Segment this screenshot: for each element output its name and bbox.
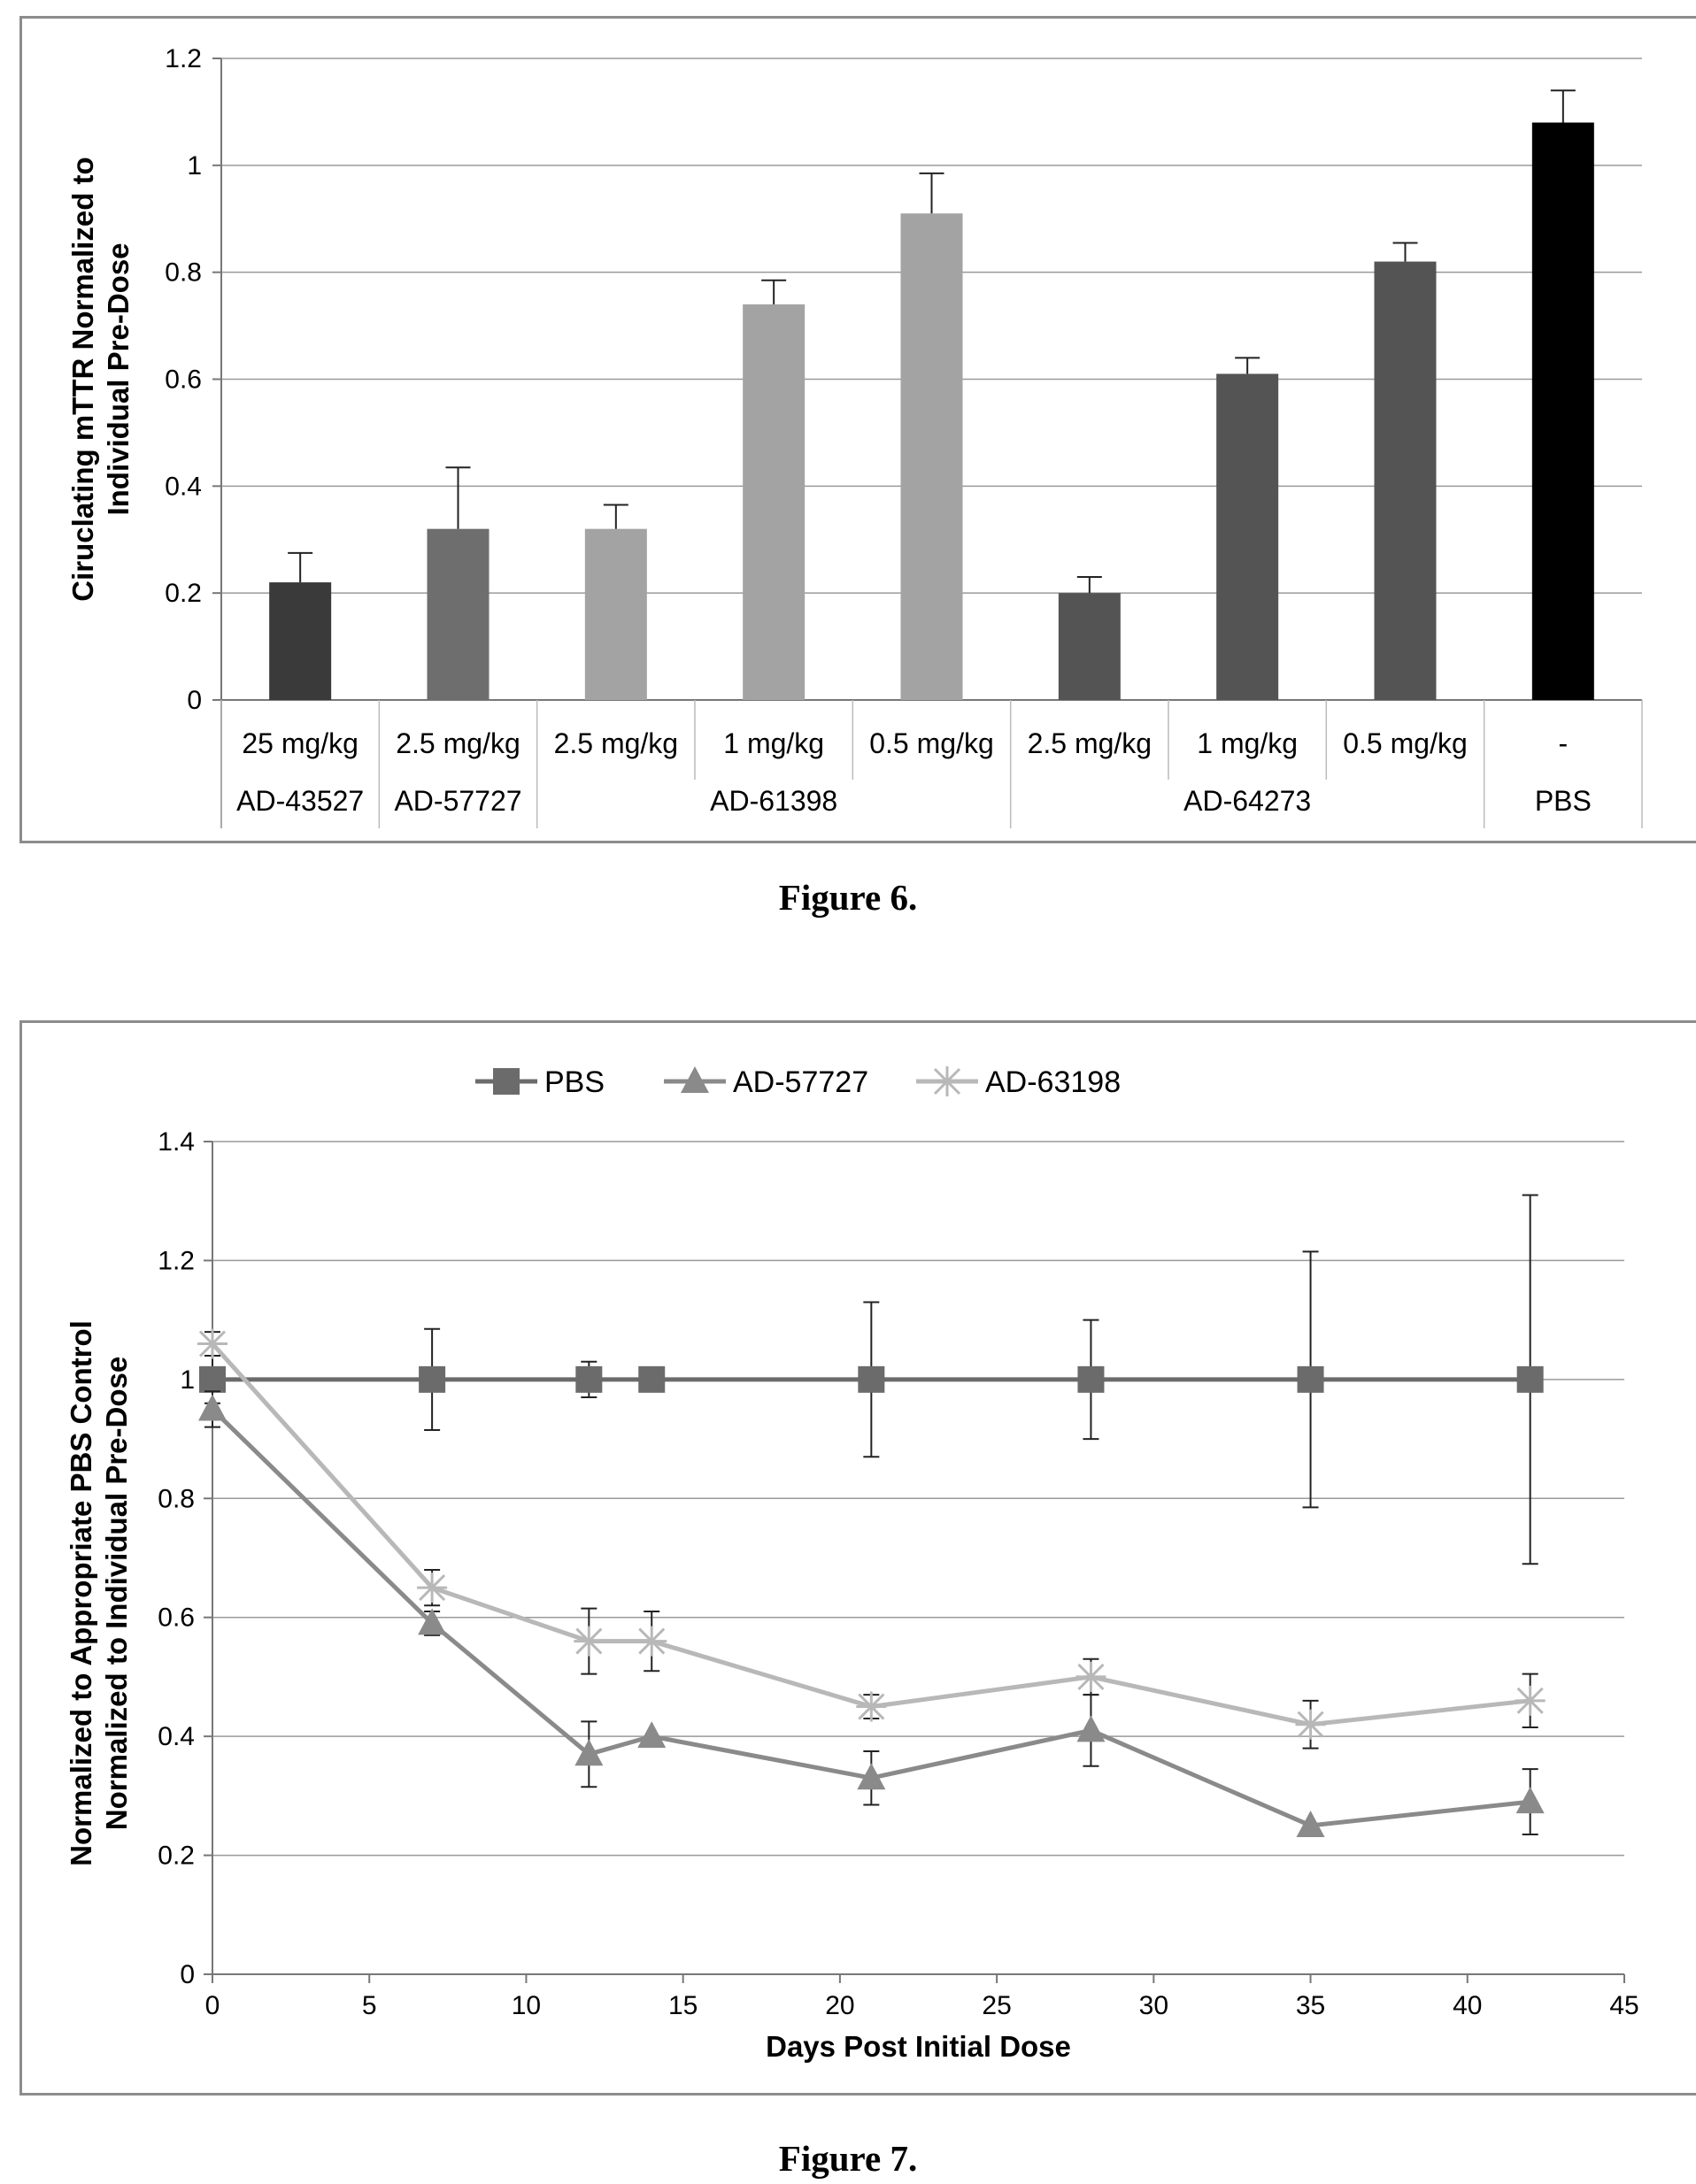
y-tick-label: 1 [187,151,202,181]
data-point [1297,1365,1324,1393]
bar [269,582,332,700]
data-point [197,1328,227,1359]
data-point [638,1365,666,1393]
bar [1058,593,1121,700]
bar [900,213,963,701]
bar [743,304,806,700]
series-line [211,1407,1530,1828]
data-point [637,1721,667,1749]
x-tick-label: 15 [668,1991,698,2020]
group-label: AD-64273 [1183,785,1311,817]
legend-label: AD-63198 [985,1065,1121,1099]
category-label: 0.5 mg/kg [1343,727,1468,759]
y-tick-label: 0 [187,686,202,715]
figure-7-line-chart: 0 0.2 0.4 0.6 0.8 1 1.2 1.4 0 5 10 15 20 25 30 35 40 45 PB… [65,1065,1639,2063]
data-point [856,1691,887,1722]
y-tick-label: 0.4 [158,1722,195,1751]
y-axis-title: Ciruclating mTTR Normalized toIndividual… [66,157,135,601]
data-point [1077,1365,1105,1393]
y-tick-label: 0.2 [158,1842,195,1871]
figure-7-chart: 0 0.2 0.4 0.6 0.8 1 1.2 1.4 0 5 10 15 20 25 30 35 40 45 PB… [19,1020,1696,2096]
category-label: 2.5 mg/kg [1028,727,1153,759]
data-point [199,1365,226,1393]
category-label: - [1559,727,1569,759]
y-tick-label: 0 [180,1960,195,1989]
category-label: 1 mg/kg [1197,727,1298,759]
y-tick-label: 0.8 [165,258,202,288]
x-tick-label: 10 [512,1991,541,2020]
data-point [857,1763,886,1790]
legend-marker [932,1066,962,1096]
data-point [574,1626,605,1657]
data-point [1295,1709,1326,1740]
group-label: PBS [1535,785,1592,817]
data-point [636,1626,667,1657]
x-tick-label: 0 [205,1991,220,2020]
category-label: 2.5 mg/kg [554,727,679,759]
category-label: 25 mg/kg [242,727,358,759]
x-tick-label: 45 [1609,1991,1638,2020]
category-label: 2.5 mg/kg [396,727,520,759]
legend-label: PBS [544,1065,605,1099]
y-axis-title: Normalized to Appropriate PBS ControlNor… [65,1320,133,1866]
category-label: 0.5 mg/kg [869,727,994,759]
data-point [1296,1810,1325,1837]
data-point [1076,1715,1106,1742]
y-tick-label: 0.6 [165,365,202,395]
bar [1374,261,1437,700]
bar [427,528,490,700]
group-label: AD-43527 [236,785,364,817]
figure-6-caption: Figure 6. [778,877,918,918]
figure-6-chart: 0 0.2 0.4 0.6 0.8 1 1.2 AD-43527 AD-57727 AD-6139… [19,16,1696,843]
data-point [1516,1365,1544,1393]
x-tick-label: 20 [825,1991,854,2020]
data-point [574,1739,604,1766]
legend-marker [493,1068,520,1095]
x-tick-label: 5 [362,1991,377,2020]
y-tick-label: 1.2 [165,44,202,73]
legend-label: AD-57727 [733,1065,868,1099]
data-point [418,1608,447,1635]
x-tick-label: 25 [982,1991,1011,2020]
data-point [575,1365,603,1393]
y-tick-label: 0.2 [165,579,202,608]
data-point [198,1394,227,1421]
legend-marker [681,1066,709,1093]
bar [584,528,647,700]
y-tick-label: 1.4 [158,1127,195,1157]
category-label: 1 mg/kg [723,727,824,759]
bar [1531,122,1594,700]
y-tick-label: 1 [180,1365,195,1395]
data-point [1075,1661,1106,1692]
data-point [1515,1685,1546,1716]
x-axis-title: Days Post Initial Dose [766,2030,1071,2063]
data-point [417,1573,448,1603]
data-point [858,1365,885,1393]
data-point [419,1365,446,1393]
group-label: AD-57727 [394,785,521,817]
group-label: AD-61398 [710,785,837,817]
bar [1216,373,1279,700]
data-point [1515,1787,1545,1814]
figure-7-caption: Figure 7. [778,2138,918,2179]
figure-6-bar-chart: 0 0.2 0.4 0.6 0.8 1 1.2 AD-43527 AD-57727 AD-6139… [66,44,1643,828]
y-tick-label: 1.2 [158,1246,195,1275]
x-tick-label: 40 [1453,1991,1482,2020]
series-line [211,1342,1530,1727]
y-tick-label: 0.8 [158,1484,195,1513]
y-tick-label: 0.6 [158,1603,195,1633]
y-tick-label: 0.4 [165,472,202,501]
x-tick-label: 35 [1296,1991,1325,2020]
x-tick-label: 30 [1139,1991,1168,2020]
